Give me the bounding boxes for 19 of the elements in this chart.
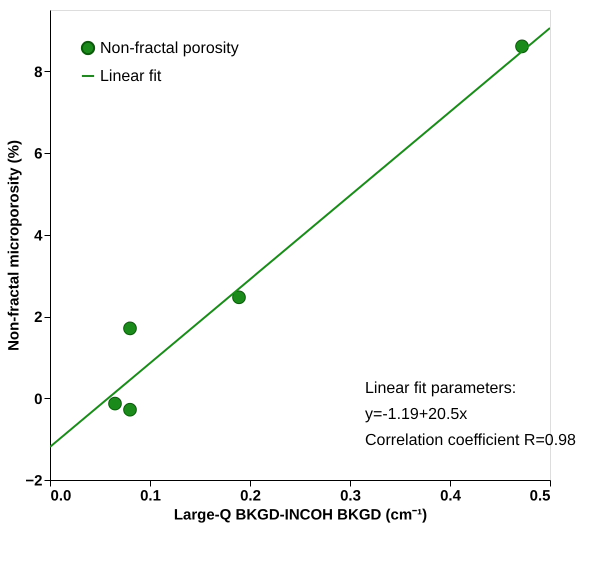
x-tick-label: 0.3 — [340, 488, 361, 504]
y-axis-title: Non-fractal microporosity (%) — [5, 140, 22, 351]
annotation: y=-1.19+20.5x — [365, 406, 468, 423]
y-tick-label: 8 — [34, 64, 42, 81]
y-tick-label: −2 — [25, 472, 42, 490]
x-tick-label: 0.0 — [50, 488, 72, 504]
legend-label: Non-fractal porosity — [100, 40, 239, 57]
y-tick-label: 6 — [34, 146, 42, 163]
annotation: Linear fit parameters: — [365, 380, 516, 397]
x-tick-label: 0.1 — [140, 488, 161, 504]
x-tick-label: 0.5 — [530, 488, 550, 504]
y-tick-label: 0 — [34, 390, 42, 408]
x-axis-title: Large-Q BKGD-INCOH BKGD (cm⁻¹) — [174, 506, 428, 524]
x-tick-label: 0.2 — [240, 488, 261, 504]
annotation: Correlation coefficient R=0.98 — [365, 432, 576, 449]
y-tick-label: 4 — [34, 227, 44, 244]
legend-label: Linear fit — [100, 68, 162, 85]
y-tick-label: 2 — [34, 309, 42, 326]
x-tick-label: 0.4 — [440, 488, 462, 504]
